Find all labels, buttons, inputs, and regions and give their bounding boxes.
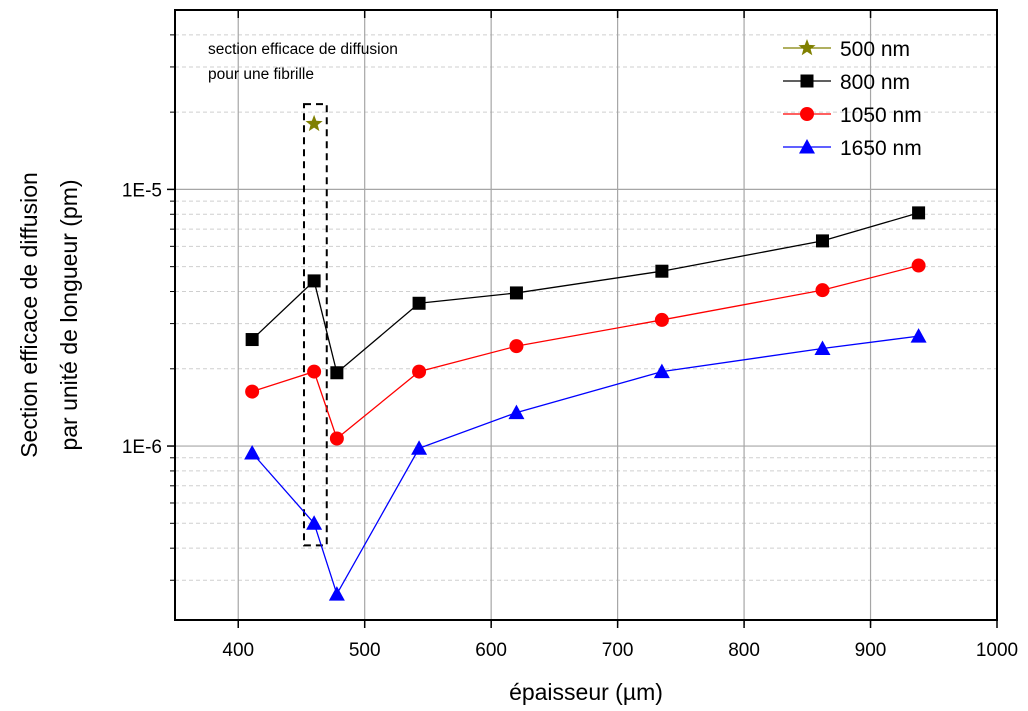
x-axis-title: épaisseur (µm) bbox=[509, 679, 663, 705]
series-1650-nm bbox=[244, 328, 927, 601]
x-tick-label: 800 bbox=[728, 640, 760, 661]
legend-label: 800 nm bbox=[840, 71, 910, 94]
data-series bbox=[244, 114, 927, 601]
legend-marker bbox=[800, 74, 814, 88]
data-point bbox=[411, 440, 428, 455]
y-tick-label: 1E-6 bbox=[122, 437, 162, 458]
data-point bbox=[329, 431, 344, 446]
x-tick-label: 500 bbox=[349, 640, 381, 661]
data-point bbox=[508, 404, 525, 420]
data-point bbox=[654, 312, 669, 327]
x-tick-label: 900 bbox=[855, 640, 887, 661]
legend-marker bbox=[798, 39, 816, 56]
series-line bbox=[251, 212, 919, 374]
data-point bbox=[509, 286, 523, 300]
legend-item: 1050 nm bbox=[783, 104, 922, 127]
data-point bbox=[912, 206, 926, 220]
x-tick-label: 600 bbox=[475, 640, 507, 661]
data-point bbox=[245, 384, 260, 399]
plot-frame bbox=[174, 9, 998, 621]
data-point bbox=[814, 340, 831, 355]
x-tick-label: 700 bbox=[602, 640, 634, 661]
data-point bbox=[911, 258, 926, 273]
x-tick-label: 400 bbox=[222, 640, 254, 661]
data-point bbox=[307, 274, 321, 288]
annotation-dashed-box bbox=[302, 103, 328, 547]
data-point bbox=[412, 296, 426, 310]
y-axis-title-line-1: Section efficace de diffusion bbox=[16, 172, 42, 458]
legend-label: 1650 nm bbox=[840, 137, 922, 160]
axis-ticks: 400 500 600 700 800 900 1000 1E-6 1E-5 bbox=[122, 10, 1018, 661]
legend-label: 1050 nm bbox=[840, 104, 922, 127]
data-point bbox=[910, 328, 927, 343]
data-point bbox=[244, 444, 261, 460]
data-point bbox=[307, 364, 322, 379]
series-line bbox=[251, 335, 919, 596]
legend-item: 1650 nm bbox=[783, 137, 922, 160]
series-1050-nm bbox=[245, 258, 926, 446]
legend-marker bbox=[799, 139, 815, 154]
y-tick-label: 1E-5 bbox=[122, 180, 162, 201]
annotation-text-line-1: section efficace de diffusion bbox=[208, 41, 398, 58]
series-line bbox=[251, 264, 919, 440]
series-500-nm bbox=[305, 114, 323, 132]
legend-item: 800 nm bbox=[783, 71, 910, 94]
data-point bbox=[328, 586, 345, 601]
data-point bbox=[653, 363, 670, 379]
y-axis-title-line-2: par unité de longueur (pm) bbox=[56, 179, 82, 450]
x-tick-label: 1000 bbox=[976, 640, 1018, 661]
data-point bbox=[306, 515, 323, 530]
legend-label: 500 nm bbox=[840, 38, 910, 61]
legend-item: 500 nm bbox=[783, 38, 910, 61]
data-point bbox=[655, 264, 669, 278]
data-point bbox=[509, 339, 524, 354]
data-point bbox=[245, 333, 259, 347]
data-point bbox=[815, 283, 830, 298]
data-point bbox=[815, 234, 829, 248]
legend: 500 nm 800 nm 1050 nm 1650 nm bbox=[783, 38, 922, 160]
legend-marker bbox=[800, 107, 814, 121]
annotation: section efficace de diffusion pour une f… bbox=[208, 41, 398, 547]
data-point bbox=[330, 366, 344, 380]
series-800-nm bbox=[245, 206, 926, 380]
annotation-text-line-2: pour une fibrille bbox=[208, 66, 314, 83]
data-point bbox=[412, 364, 427, 379]
data-point bbox=[305, 114, 323, 132]
grid-lines bbox=[175, 10, 998, 620]
